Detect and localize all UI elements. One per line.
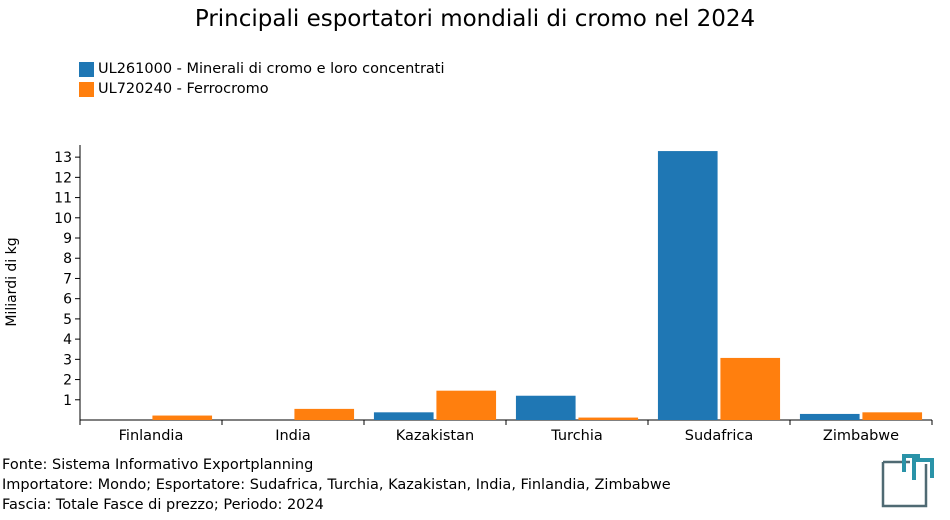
legend-label: UL720240 - Ferrocromo [98,81,269,97]
x-tick-label: Zimbabwe [823,428,899,444]
x-tick-label: India [275,428,311,444]
exportplanning-logo-icon [881,454,934,508]
logo-accent-2 [912,458,934,480]
bar [720,357,781,420]
logo-frame [881,462,928,508]
y-tick-label: 12 [54,170,72,186]
chart-title: Principali esportatori mondiali di cromo… [194,6,756,32]
y-tick-label: 10 [54,211,72,227]
y-tick-label: 1 [63,393,72,409]
legend: UL261000 - Minerali di cromo e loro conc… [79,59,445,99]
x-tick-label: Kazakistan [396,428,474,444]
bar [152,415,213,420]
footer-filters: Importatore: Mondo; Esportatore: Sudafri… [2,477,671,493]
bar [373,412,434,420]
y-tick-label: 11 [54,191,72,207]
legend-item-ferrocromo: UL720240 - Ferrocromo [79,79,445,99]
bar [578,417,639,420]
y-tick-label: 9 [63,231,72,247]
bar [294,408,355,420]
legend-swatch [79,61,94,77]
x-tick-label: Finlandia [119,428,184,444]
bar [862,412,923,420]
legend-label: UL261000 - Minerali di cromo e loro conc… [98,61,445,77]
footer: Fonte: Sistema Informativo Exportplannin… [2,455,671,515]
bar [799,413,860,420]
logo-accent-1 [902,454,920,472]
y-tick-label: 3 [63,352,72,368]
y-tick-label: 13 [54,150,72,166]
legend-item-minerali: UL261000 - Minerali di cromo e loro conc… [79,59,445,79]
bar [657,151,718,421]
bar [515,395,576,420]
footer-source: Fonte: Sistema Informativo Exportplannin… [2,457,314,473]
x-tick-label: Turchia [550,428,603,444]
bar [436,390,497,420]
x-tick-label: Sudafrica [685,428,753,444]
y-tick-label: 2 [63,373,72,389]
y-tick-label: 6 [63,292,72,308]
y-tick-label: 4 [63,332,72,348]
y-tick-label: 7 [63,271,72,287]
y-tick-label: 8 [63,251,72,267]
legend-swatch [79,81,94,97]
footer-range: Fascia: Totale Fasce di prezzo; Periodo:… [2,497,324,513]
y-tick-label: 5 [63,312,72,328]
